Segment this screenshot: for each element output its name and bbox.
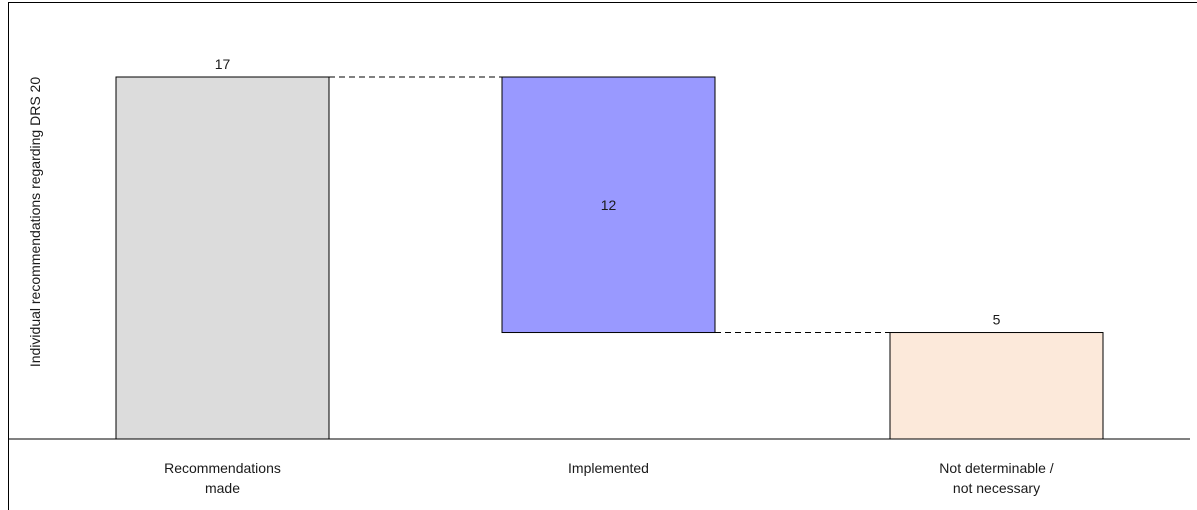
category-label: Recommendations xyxy=(164,460,281,476)
y-axis-label: Individual recommendations regarding DRS… xyxy=(27,77,43,367)
data-label: 12 xyxy=(601,197,617,213)
category-label: Not determinable / xyxy=(939,460,1054,476)
category-label: not necessary xyxy=(953,480,1040,496)
bar-2 xyxy=(501,76,716,334)
data-label: 17 xyxy=(215,56,231,72)
data-label: 5 xyxy=(993,312,1001,328)
chart-frame xyxy=(8,2,1197,510)
chart-marks: 17 12 5 Recommendations made Implemented Not d… xyxy=(8,56,1190,496)
category-label: Implemented xyxy=(568,460,649,476)
bar-3 xyxy=(889,332,1104,440)
category-label: made xyxy=(205,480,240,496)
bar-1 xyxy=(115,76,330,440)
